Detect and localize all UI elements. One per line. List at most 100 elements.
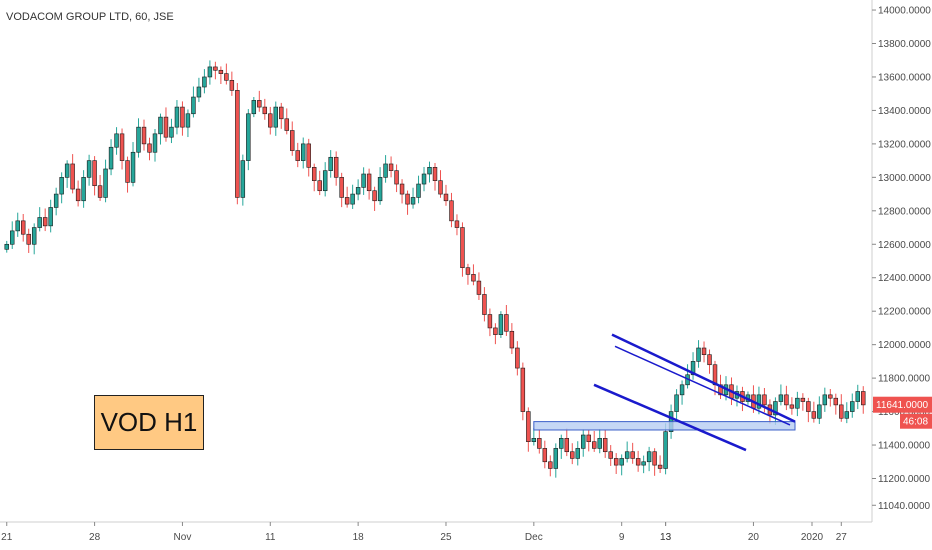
candle-body <box>526 411 531 442</box>
candle-body <box>438 180 443 195</box>
candle-body <box>427 167 432 175</box>
candle-body <box>279 106 284 120</box>
candle-body <box>377 177 383 202</box>
candle-body <box>537 438 542 449</box>
candle-body <box>311 167 317 181</box>
candle-body <box>789 404 795 409</box>
candle-body <box>202 76 207 88</box>
y-tick-label: 12400.0000 <box>878 273 931 284</box>
candle-body <box>152 133 158 153</box>
candle-body <box>597 438 602 449</box>
candle-body <box>174 106 180 128</box>
candle-body <box>262 106 268 115</box>
candle-body <box>191 96 196 115</box>
candle-body <box>163 116 169 138</box>
candle-body <box>317 180 322 192</box>
candle-body <box>147 143 152 153</box>
candle-body <box>306 143 311 168</box>
candle-body <box>339 177 344 198</box>
candle-body <box>4 243 9 250</box>
candle-body <box>844 411 850 419</box>
x-tick-label: 11 <box>265 532 276 543</box>
y-tick-label: 13600.0000 <box>878 72 931 83</box>
candle-body <box>388 163 394 171</box>
candle-body <box>855 391 860 402</box>
x-tick-label: 2020 <box>801 532 824 543</box>
candle-body <box>531 438 537 442</box>
y-tick-label: 12000.0000 <box>878 340 931 351</box>
candle-body <box>229 80 235 91</box>
candle-body <box>97 185 103 198</box>
candle-body <box>564 438 569 453</box>
candle-body <box>114 133 119 148</box>
candle-body <box>515 347 520 369</box>
last-price-label: 11641.0000 <box>876 400 929 411</box>
candle-body <box>542 448 548 463</box>
candle-body <box>196 86 202 98</box>
candle-body <box>509 330 515 349</box>
candle-body <box>333 156 339 178</box>
candle-body <box>119 133 125 161</box>
y-tick-label: 11400.0000 <box>878 441 931 452</box>
candle-body <box>690 361 696 376</box>
x-tick-label: 25 <box>440 532 452 543</box>
candle-body <box>366 173 372 192</box>
chart-title: VODACOM GROUP LTD, 60, JSE <box>6 11 174 23</box>
y-tick-label: 11200.0000 <box>878 474 931 485</box>
candle-body <box>602 438 608 453</box>
candle-body <box>284 118 289 131</box>
candle-body <box>795 397 800 409</box>
x-tick-label: 9 <box>619 532 625 543</box>
candle-body <box>613 458 619 466</box>
candle-body <box>800 397 806 402</box>
candle-body <box>460 227 465 268</box>
y-tick-label: 12600.0000 <box>878 240 931 251</box>
y-tick-label: 12200.0000 <box>878 307 931 318</box>
candle-body <box>361 173 366 188</box>
candle-body <box>454 220 460 228</box>
candle-body <box>707 354 712 366</box>
candle-body <box>861 391 866 406</box>
candle-body <box>185 113 191 128</box>
x-tick-label: 13 <box>660 532 672 543</box>
candle-body <box>575 448 580 459</box>
candle-body <box>833 397 839 406</box>
support-zone <box>533 421 796 431</box>
candle-body <box>125 160 130 183</box>
candle-body <box>498 314 504 335</box>
candle-body <box>817 404 822 419</box>
candle-body <box>756 394 762 409</box>
x-tick-label: 18 <box>353 532 365 543</box>
candle-body <box>372 190 377 202</box>
wedge-upper-inner-line <box>614 345 791 426</box>
candle-body <box>15 220 20 232</box>
wedge-upper-line <box>611 333 796 423</box>
candle-body <box>471 274 476 282</box>
candle-body <box>103 168 108 198</box>
candle-body <box>218 69 224 74</box>
y-tick-label: 13400.0000 <box>878 106 931 117</box>
candle-body <box>646 451 652 463</box>
candle-body <box>75 188 81 202</box>
candle-body <box>48 207 53 227</box>
chart-annotation-label: VOD H1 <box>100 407 198 437</box>
x-tick-label: Nov <box>174 532 192 543</box>
candle-body <box>246 113 251 161</box>
y-tick-label: 13000.0000 <box>878 173 931 184</box>
candle-body <box>350 193 355 205</box>
y-tick-label: 12800.0000 <box>878 206 931 217</box>
y-tick-label: 11040.0000 <box>878 501 931 512</box>
candle-body <box>31 227 37 245</box>
candle-body <box>553 448 559 469</box>
x-tick-label: Dec <box>525 532 543 543</box>
candle-body <box>20 220 26 235</box>
candle-body <box>416 183 421 198</box>
candle-body <box>630 451 635 459</box>
candle-body <box>322 170 328 192</box>
y-tick-label: 14000.0000 <box>878 6 931 17</box>
candle-body <box>586 434 591 442</box>
candle-body <box>778 394 784 402</box>
candle-body <box>806 401 811 412</box>
